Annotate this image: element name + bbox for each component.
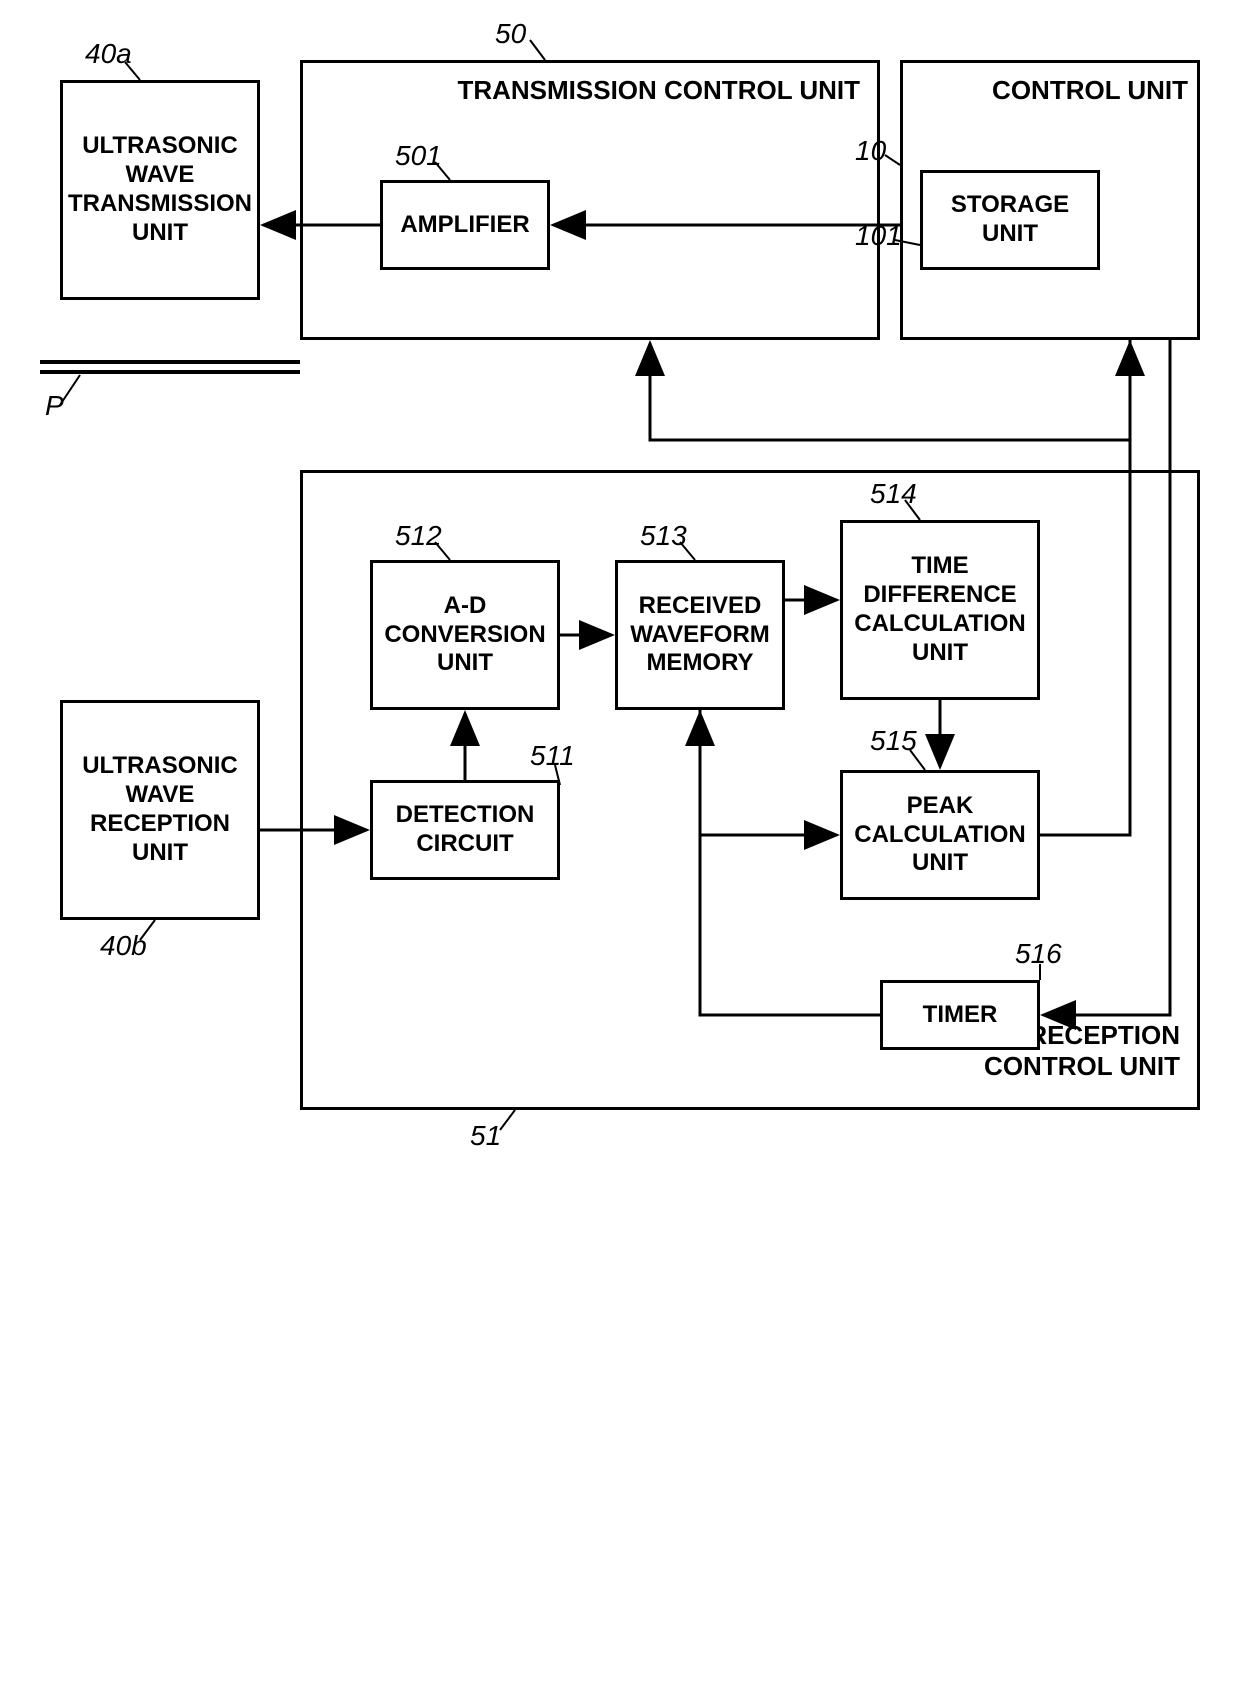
storage-box: STORAGE UNIT xyxy=(920,170,1100,270)
ref-515: 515 xyxy=(870,725,917,757)
detection-label: DETECTION CIRCUIT xyxy=(396,801,535,859)
ref-40b: 40b xyxy=(100,930,147,962)
ultrasonic-rx-label: ULTRASONIC WAVE RECEPTION UNIT xyxy=(82,752,238,867)
ultrasonic-tx-box: ULTRASONIC WAVE TRANSMISSION UNIT xyxy=(60,80,260,300)
ref-40a: 40a xyxy=(85,38,132,70)
ultrasonic-rx-box: ULTRASONIC WAVE RECEPTION UNIT xyxy=(60,700,260,920)
control-unit-label: CONTROL UNIT xyxy=(918,75,1188,106)
timediff-box: TIME DIFFERENCE CALCULATION UNIT xyxy=(840,520,1040,700)
ref-101: 101 xyxy=(855,220,902,252)
ref-511: 511 xyxy=(530,740,575,772)
waveform-box: RECEIVED WAVEFORM MEMORY xyxy=(615,560,785,710)
amplifier-box: AMPLIFIER xyxy=(380,180,550,270)
ref-513: 513 xyxy=(640,520,687,552)
peak-box: PEAK CALCULATION UNIT xyxy=(840,770,1040,900)
ref-516: 516 xyxy=(1015,938,1062,970)
ref-50: 50 xyxy=(495,18,526,50)
ultrasonic-tx-label: ULTRASONIC WAVE TRANSMISSION UNIT xyxy=(68,132,252,247)
timediff-label: TIME DIFFERENCE CALCULATION UNIT xyxy=(854,552,1026,667)
timer-label: TIMER xyxy=(923,1001,998,1029)
ref-512: 512 xyxy=(395,520,442,552)
storage-label: STORAGE UNIT xyxy=(951,191,1069,249)
peak-label: PEAK CALCULATION UNIT xyxy=(854,792,1026,878)
ref-P: P xyxy=(45,390,64,422)
adconv-label: A-D CONVERSION UNIT xyxy=(384,592,545,678)
medium-line-bottom xyxy=(40,370,300,374)
transmission-control-label: TRANSMISSION CONTROL UNIT xyxy=(320,75,860,106)
detection-box: DETECTION CIRCUIT xyxy=(370,780,560,880)
adconv-box: A-D CONVERSION UNIT xyxy=(370,560,560,710)
waveform-label: RECEIVED WAVEFORM MEMORY xyxy=(630,592,770,678)
ref-514: 514 xyxy=(870,478,917,510)
timer-box: TIMER xyxy=(880,980,1040,1050)
ref-10: 10 xyxy=(855,135,886,167)
amplifier-label: AMPLIFIER xyxy=(400,211,529,239)
ref-501: 501 xyxy=(395,140,442,172)
medium-line-top xyxy=(40,360,300,364)
ref-51: 51 xyxy=(470,1120,501,1152)
